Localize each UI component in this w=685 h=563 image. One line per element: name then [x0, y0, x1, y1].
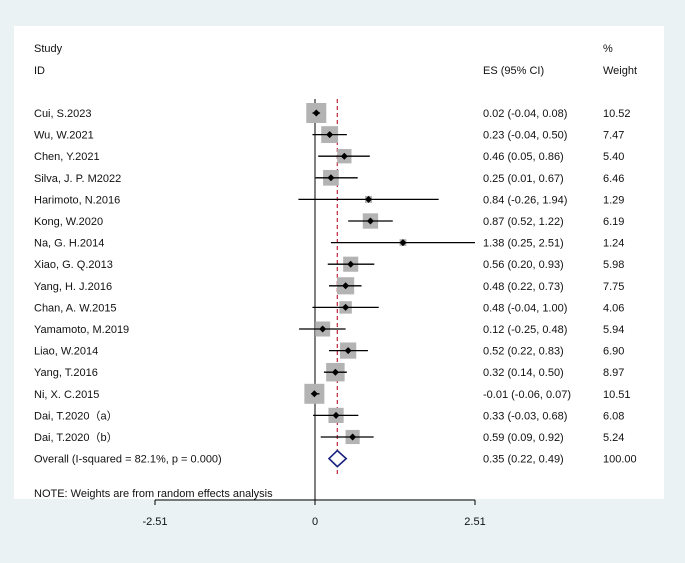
study-row: Yang, T.2016 0.32 (0.14, 0.50) 8.97	[34, 362, 624, 382]
study-label: Xiao, G. Q.2013	[34, 259, 113, 271]
study-label: Chen, Y.2021	[34, 151, 100, 163]
header-weight-pct: %	[603, 43, 613, 55]
es-ci-value: 0.52 (0.22, 0.83)	[483, 346, 564, 358]
point-estimate	[326, 131, 334, 139]
study-label: Cui, S.2023	[34, 108, 91, 120]
point-estimate	[327, 174, 335, 182]
es-ci-value: 0.12 (-0.25, 0.48)	[483, 324, 567, 336]
weight-value: 1.29	[603, 194, 624, 206]
study-row: Dai, T.2020（b） 0.59 (0.09, 0.92) 5.24	[34, 429, 624, 445]
point-estimate	[312, 109, 320, 117]
weight-value: 5.94	[603, 324, 624, 336]
study-label: Dai, T.2020（b）	[34, 431, 118, 444]
weight-value: 10.52	[603, 108, 631, 120]
header-study: Study	[34, 43, 63, 55]
point-estimate	[340, 152, 348, 160]
es-ci-value: 0.84 (-0.26, 1.94)	[483, 194, 567, 206]
study-row: Xiao, G. Q.2013 0.56 (0.20, 0.93) 5.98	[34, 256, 624, 272]
weight-value: 10.51	[603, 389, 631, 401]
overall-es-ci: 0.35 (0.22, 0.49)	[483, 454, 564, 466]
study-label: Harimoto, N.2016	[34, 194, 120, 206]
es-ci-value: 0.46 (0.05, 0.86)	[483, 151, 564, 163]
study-row: Ni, X. C.2015 -0.01 (-0.06, 0.07) 10.51	[34, 383, 631, 404]
study-row: Yamamoto, M.2019 0.12 (-0.25, 0.48) 5.94	[34, 321, 624, 337]
es-ci-value: 0.02 (-0.04, 0.08)	[483, 108, 567, 120]
header-es: ES (95% CI)	[483, 65, 544, 77]
study-label: Yang, H. J.2016	[34, 281, 112, 293]
weight-value: 6.08	[603, 410, 624, 422]
es-ci-value: 0.87 (0.52, 1.22)	[483, 216, 564, 228]
point-estimate	[349, 433, 357, 441]
x-tick-label: 2.51	[464, 516, 485, 528]
study-row: Chen, Y.2021 0.46 (0.05, 0.86) 5.40	[34, 149, 624, 164]
study-label: Chan, A. W.2015	[34, 302, 117, 314]
study-row: Cui, S.2023 0.02 (-0.04, 0.08) 10.52	[34, 103, 631, 123]
es-ci-value: -0.01 (-0.06, 0.07)	[483, 389, 571, 401]
overall-weight: 100.00	[603, 454, 637, 466]
study-row: Dai, T.2020（a） 0.33 (-0.03, 0.68) 6.08	[34, 407, 624, 424]
study-row: Na, G. H.2014 1.38 (0.25, 2.51) 1.24	[34, 238, 624, 250]
study-label: Dai, T.2020（a）	[34, 409, 118, 422]
study-label: Kong, W.2020	[34, 216, 103, 228]
es-ci-value: 1.38 (0.25, 2.51)	[483, 238, 564, 250]
x-tick-label: 0	[312, 516, 318, 528]
weight-value: 1.24	[603, 238, 624, 250]
es-ci-value: 0.33 (-0.03, 0.68)	[483, 410, 567, 422]
weight-value: 6.19	[603, 216, 624, 228]
point-estimate	[366, 217, 374, 225]
weight-value: 7.75	[603, 281, 624, 293]
point-estimate	[342, 303, 350, 311]
point-estimate	[310, 390, 318, 398]
es-ci-value: 0.56 (0.20, 0.93)	[483, 259, 564, 271]
study-row: Chan, A. W.2015 0.48 (-0.04, 1.00) 4.06	[34, 301, 624, 314]
overall-label: Overall (I-squared = 82.1%, p = 0.000)	[34, 454, 222, 466]
es-ci-value: 0.48 (-0.04, 1.00)	[483, 302, 567, 314]
x-tick-label: -2.51	[142, 516, 167, 528]
point-estimate	[365, 195, 373, 203]
weight-value: 5.24	[603, 432, 624, 444]
point-estimate	[342, 282, 350, 290]
weights-note: NOTE: Weights are from random effects an…	[34, 488, 273, 500]
overall-row: Overall (I-squared = 82.1%, p = 0.000) 0.…	[34, 449, 637, 468]
study-label: Liao, W.2014	[34, 346, 98, 358]
weight-value: 7.47	[603, 130, 624, 142]
weight-value: 6.46	[603, 173, 624, 185]
weight-value: 6.90	[603, 346, 624, 358]
point-estimate	[347, 260, 355, 268]
point-estimate	[344, 347, 352, 355]
weight-value: 8.97	[603, 367, 624, 379]
point-estimate	[399, 239, 407, 247]
weight-value: 4.06	[603, 302, 624, 314]
es-ci-value: 0.48 (0.22, 0.73)	[483, 281, 564, 293]
study-row: Kong, W.2020 0.87 (0.52, 1.22) 6.19	[34, 213, 624, 229]
study-label: Yamamoto, M.2019	[34, 324, 129, 336]
overall-diamond	[327, 449, 348, 468]
header-id: ID	[34, 65, 45, 77]
es-ci-value: 0.32 (0.14, 0.50)	[483, 367, 564, 379]
study-row: Liao, W.2014 0.52 (0.22, 0.83) 6.90	[34, 342, 624, 359]
study-label: Wu, W.2021	[34, 130, 94, 142]
study-row: Wu, W.2021 0.23 (-0.04, 0.50) 7.47	[34, 126, 624, 144]
weight-value: 5.40	[603, 151, 624, 163]
study-row: Harimoto, N.2016 0.84 (-0.26, 1.94) 1.29	[34, 194, 624, 206]
es-ci-value: 0.25 (0.01, 0.67)	[483, 173, 564, 185]
study-label: Ni, X. C.2015	[34, 389, 99, 401]
es-ci-value: 0.23 (-0.04, 0.50)	[483, 130, 567, 142]
es-ci-value: 0.59 (0.09, 0.92)	[483, 432, 564, 444]
study-row: Silva, J. P. M2022 0.25 (0.01, 0.67) 6.46	[34, 169, 624, 186]
weight-value: 5.98	[603, 259, 624, 271]
study-row: Yang, H. J.2016 0.48 (0.22, 0.73) 7.75	[34, 277, 624, 295]
point-estimate	[332, 411, 340, 419]
study-label: Na, G. H.2014	[34, 238, 104, 250]
study-label: Silva, J. P. M2022	[34, 173, 121, 185]
header-weight: Weight	[603, 65, 637, 77]
point-estimate	[331, 368, 339, 376]
study-label: Yang, T.2016	[34, 367, 98, 379]
point-estimate	[319, 325, 327, 333]
